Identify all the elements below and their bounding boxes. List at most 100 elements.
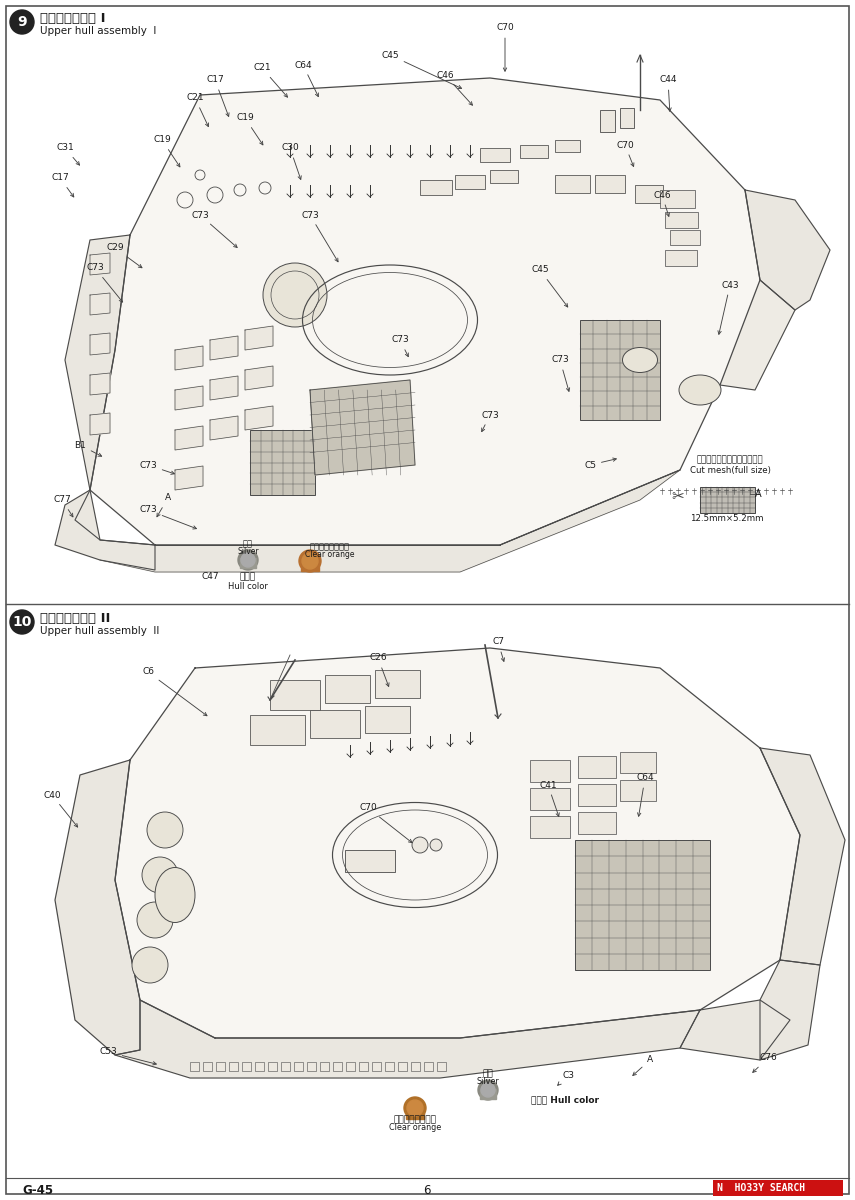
- Text: C45: C45: [381, 50, 462, 89]
- Bar: [250, 715, 305, 745]
- Bar: [270, 680, 320, 710]
- Bar: [325, 674, 370, 703]
- Text: C19: C19: [153, 136, 180, 167]
- Bar: [490, 170, 518, 182]
- Polygon shape: [745, 190, 830, 310]
- Text: 10: 10: [12, 614, 32, 629]
- Bar: [620, 780, 656, 802]
- Ellipse shape: [679, 374, 721, 404]
- Text: C30: C30: [281, 144, 301, 180]
- Text: 6: 6: [423, 1184, 431, 1198]
- Circle shape: [238, 550, 258, 570]
- Bar: [600, 110, 615, 132]
- Bar: [620, 752, 656, 773]
- Polygon shape: [680, 1000, 790, 1060]
- Circle shape: [481, 1082, 495, 1097]
- Text: C76: C76: [752, 1054, 777, 1073]
- Text: C26: C26: [369, 654, 389, 686]
- Text: 9: 9: [17, 14, 27, 29]
- Text: A: A: [157, 493, 171, 517]
- Text: C5: C5: [584, 458, 616, 469]
- Text: 車体色 Hull color: 車体色 Hull color: [531, 1094, 599, 1104]
- Bar: [635, 185, 663, 203]
- Polygon shape: [90, 373, 110, 395]
- Bar: [578, 812, 616, 834]
- Circle shape: [299, 550, 321, 572]
- Polygon shape: [65, 235, 130, 490]
- Polygon shape: [175, 426, 203, 450]
- Text: C70: C70: [616, 140, 634, 167]
- Text: C43: C43: [718, 281, 739, 335]
- Polygon shape: [720, 280, 795, 390]
- Bar: [242, 1062, 251, 1070]
- Bar: [578, 784, 616, 806]
- Text: Clear orange: Clear orange: [305, 550, 355, 559]
- Circle shape: [241, 553, 255, 566]
- Text: C64: C64: [636, 774, 654, 816]
- Bar: [420, 180, 452, 194]
- Text: C19: C19: [236, 114, 262, 145]
- Text: C21: C21: [253, 64, 287, 97]
- Text: C73: C73: [139, 461, 174, 474]
- Polygon shape: [175, 466, 203, 490]
- Bar: [580, 320, 660, 420]
- Polygon shape: [55, 490, 155, 570]
- Text: クリアーオレンジ: クリアーオレンジ: [393, 1115, 437, 1124]
- Bar: [294, 1062, 303, 1070]
- Polygon shape: [175, 386, 203, 410]
- Bar: [555, 175, 590, 193]
- Circle shape: [302, 553, 318, 569]
- Text: C41: C41: [540, 780, 559, 816]
- Polygon shape: [245, 366, 273, 390]
- Bar: [307, 1062, 316, 1070]
- Bar: [665, 212, 698, 228]
- Polygon shape: [90, 332, 110, 355]
- Bar: [372, 1062, 381, 1070]
- Bar: [398, 1062, 407, 1070]
- Text: Hull color: Hull color: [228, 582, 268, 590]
- Ellipse shape: [622, 348, 657, 372]
- Bar: [229, 1062, 238, 1070]
- Bar: [281, 1062, 290, 1070]
- Bar: [301, 559, 319, 571]
- Text: A: A: [755, 490, 762, 499]
- Text: C46: C46: [436, 71, 473, 106]
- Text: C45: C45: [531, 265, 568, 307]
- Polygon shape: [175, 346, 203, 370]
- Bar: [480, 1090, 496, 1099]
- Bar: [670, 230, 700, 245]
- Text: C31: C31: [56, 144, 80, 166]
- Text: C17: C17: [51, 174, 74, 197]
- Text: Clear orange: Clear orange: [389, 1123, 441, 1132]
- Bar: [255, 1062, 264, 1070]
- Bar: [216, 1062, 225, 1070]
- Text: Upper hull assembly  I: Upper hull assembly I: [40, 26, 156, 36]
- Text: ✂: ✂: [672, 490, 684, 504]
- Bar: [240, 558, 256, 568]
- Circle shape: [10, 610, 34, 634]
- Bar: [375, 670, 420, 698]
- Bar: [713, 1180, 843, 1196]
- Text: 車体上部の組立 II: 車体上部の組立 II: [40, 612, 110, 624]
- Circle shape: [10, 10, 34, 34]
- Circle shape: [412, 838, 428, 853]
- Circle shape: [142, 857, 178, 893]
- Bar: [555, 140, 580, 152]
- Polygon shape: [245, 326, 273, 350]
- Text: C73: C73: [391, 336, 409, 356]
- Text: C3: C3: [557, 1070, 574, 1085]
- Text: Cut mesh(full size): Cut mesh(full size): [690, 466, 770, 475]
- Text: C77: C77: [53, 496, 73, 517]
- Bar: [203, 1062, 212, 1070]
- Text: C73: C73: [139, 505, 197, 529]
- Bar: [424, 1062, 433, 1070]
- Bar: [530, 760, 570, 782]
- Text: G-45: G-45: [22, 1184, 53, 1198]
- Text: C6: C6: [142, 667, 207, 715]
- Text: C46: C46: [653, 191, 671, 216]
- Text: C47: C47: [201, 572, 219, 581]
- Polygon shape: [245, 406, 273, 430]
- Bar: [578, 756, 616, 778]
- Polygon shape: [90, 78, 760, 545]
- Text: C29: C29: [106, 244, 142, 268]
